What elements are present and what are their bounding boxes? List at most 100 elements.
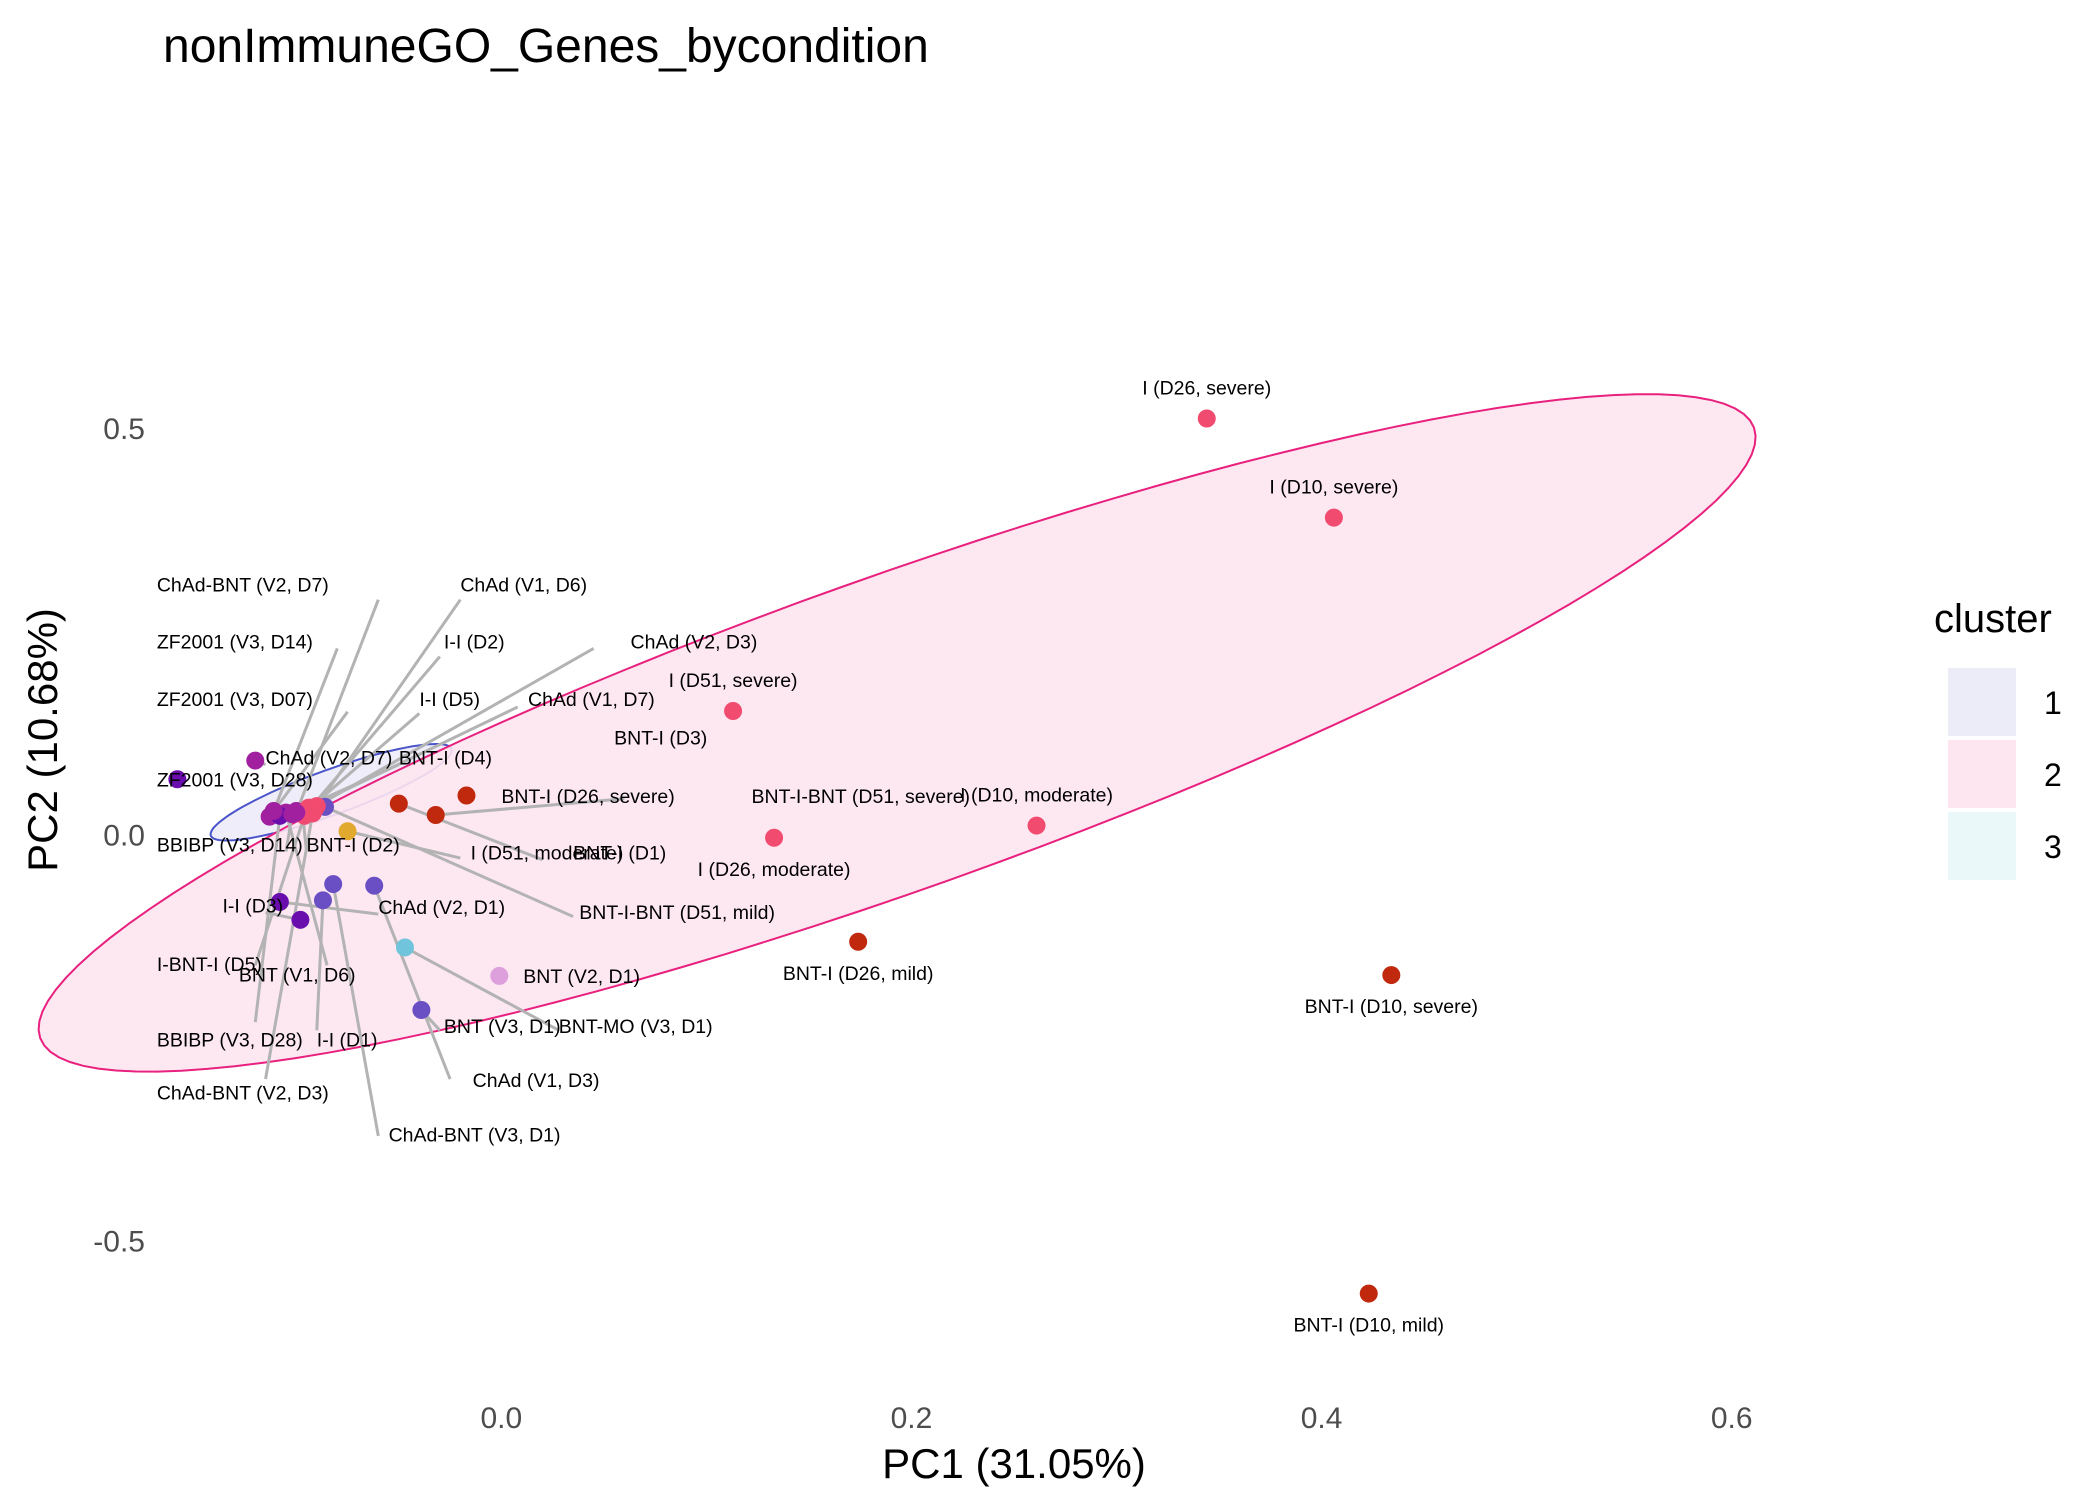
point-label: I-I (D3) <box>222 896 283 918</box>
point-label: ChAd (V2, D3) <box>631 631 758 653</box>
data-point <box>490 966 509 985</box>
label-connector <box>315 900 325 1031</box>
label-connector <box>435 797 625 817</box>
point-label: I (D26, severe) <box>1142 378 1271 400</box>
point-label: I-BNT-I (D5) <box>157 954 262 976</box>
data-point <box>1197 409 1216 428</box>
data-point <box>765 828 784 847</box>
y-axis-title: PC2 (10.68%) <box>19 608 66 872</box>
data-point <box>395 938 414 957</box>
data-point <box>338 822 357 841</box>
point-label: BNT-I-BNT (D51, severe) <box>752 786 971 808</box>
data-point <box>389 794 408 813</box>
y-axis: -0.5 0.0 0.5 <box>93 413 145 1259</box>
data-point <box>270 892 289 911</box>
point-label: BBIBP (V3, D28) <box>157 1030 303 1052</box>
y-tick-label: 0.0 <box>103 819 145 852</box>
legend-label: 3 <box>2044 829 2062 865</box>
data-point <box>246 751 265 770</box>
point-label: BNT (V2, D1) <box>523 966 640 988</box>
point-label: BNT-I (D26, mild) <box>783 963 934 985</box>
data-point <box>1382 966 1401 985</box>
data-point <box>1027 816 1046 835</box>
point-label: I-I (D5) <box>419 689 480 711</box>
legend-key-2 <box>1948 740 2016 808</box>
point-label: I (D10, severe) <box>1269 477 1398 499</box>
point-label: ChAd-BNT (V3, D1) <box>389 1125 561 1147</box>
point-label: BNT (V3, D1) <box>444 1016 561 1038</box>
legend-key-1 <box>1948 668 2016 736</box>
point-label: BBIBP (V3, D14) <box>157 835 303 857</box>
label-connector <box>268 710 349 818</box>
point-label: ZF2001 (V3, D14) <box>157 631 313 653</box>
x-tick-label: 0.6 <box>1711 1402 1753 1435</box>
point-label: ChAd (V2, D1) <box>378 897 505 919</box>
data-point <box>724 702 743 720</box>
cluster-ellipse-2 <box>37 393 1757 1073</box>
plot-area: I (D26, severe) I (D10, severe) I (D51, se… <box>37 378 1757 1337</box>
label-connector <box>253 815 306 966</box>
data-point <box>264 801 283 820</box>
label-connector <box>309 655 441 809</box>
point-label: I (D10, moderate) <box>960 785 1113 807</box>
point-label: BNT-I (D1) <box>573 843 666 865</box>
point-label: BNT (V1, D6) <box>239 965 356 987</box>
x-tick-label: 0.2 <box>891 1402 933 1435</box>
point-label: I (D26, moderate) <box>698 859 851 881</box>
point-label: ChAd-BNT (V2, D3) <box>157 1082 329 1104</box>
x-axis-title: PC1 (31.05%) <box>882 1440 1146 1487</box>
label-connector <box>264 813 315 1080</box>
point-label: I (D51, moderate) <box>471 843 624 865</box>
point-label: I-I (D2) <box>444 631 505 653</box>
point-label: ChAd (V1, D6) <box>460 575 587 597</box>
point-label: BNT-MO (V3, D1) <box>559 1016 713 1038</box>
data-point <box>849 932 868 951</box>
x-tick-label: 0.0 <box>480 1402 522 1435</box>
label-connector <box>324 805 574 918</box>
label-connector <box>294 599 380 814</box>
point-label: ChAd-BNT (V2, D7) <box>157 575 329 597</box>
label-connector <box>253 815 282 1023</box>
legend-key-3 <box>1948 812 2016 880</box>
y-tick-label: 0.5 <box>103 413 145 446</box>
label-connector <box>272 647 339 812</box>
data-point <box>1324 508 1343 527</box>
data-point <box>305 800 324 819</box>
point-label: BNT-I (D2) <box>307 835 400 857</box>
data-point <box>412 1001 431 1019</box>
point-label: ChAd (V1, D7) <box>528 689 655 711</box>
data-point <box>291 910 310 929</box>
label-connector <box>331 883 380 1137</box>
legend-label: 1 <box>2044 685 2062 721</box>
point-label: ZF2001 (V3, D07) <box>157 689 313 711</box>
legend-label: 2 <box>2044 757 2062 793</box>
chart-title: nonImmuneGO_Genes_bycondition <box>163 20 929 73</box>
x-axis: 0.0 0.2 0.4 0.6 <box>480 1402 1752 1435</box>
data-point <box>365 876 384 895</box>
point-label: I (D51, severe) <box>669 670 798 692</box>
data-point <box>324 875 343 894</box>
label-connector <box>398 802 543 862</box>
x-tick-label: 0.4 <box>1301 1402 1343 1435</box>
point-label: BNT-I (D4) <box>399 748 492 770</box>
point-label: BNT-I (D10, severe) <box>1305 996 1478 1018</box>
point-label: I-I (D1) <box>317 1030 378 1052</box>
point-label: BNT-I-BNT (D51, mild) <box>579 902 775 924</box>
point-label: BNT-I (D10, mild) <box>1293 1315 1444 1337</box>
legend: cluster 1 2 3 <box>1934 597 2062 880</box>
point-label: BNT-I (D26, severe) <box>501 786 674 808</box>
data-point <box>313 891 332 910</box>
label-connector <box>347 829 461 860</box>
point-label: ChAd (V1, D3) <box>473 1070 600 1092</box>
data-point <box>168 770 187 789</box>
label-connector <box>305 712 421 813</box>
data-point <box>1359 1284 1378 1303</box>
legend-title: cluster <box>1934 597 2052 641</box>
point-label: ZF2001 (V3, D28) <box>157 770 313 792</box>
y-tick-label: -0.5 <box>93 1226 145 1259</box>
data-point <box>287 803 306 822</box>
data-point <box>426 806 445 824</box>
point-label: ChAd (V2, D7) <box>266 748 393 770</box>
label-connector <box>404 946 560 1032</box>
